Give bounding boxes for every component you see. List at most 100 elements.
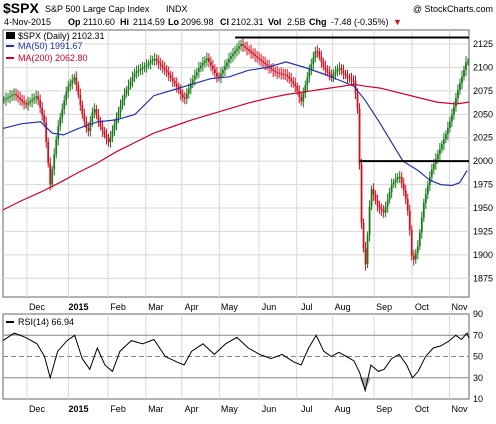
- candle-body: [55, 139, 58, 155]
- candle-body: [87, 127, 90, 131]
- chg-label: Chg: [309, 17, 327, 27]
- rsi-x-axis: Dec 2015 Feb Mar Apr May Jun Jul Aug Sep Oct Nov: [29, 404, 468, 414]
- candle-body: [316, 51, 319, 53]
- candle-body: [445, 134, 447, 140]
- legend-ma200: MA(200) 2062.80: [18, 53, 88, 63]
- candle-body: [27, 102, 30, 105]
- candle-body: [61, 108, 64, 118]
- candle-body: [402, 183, 405, 191]
- price-y-tick: 2050: [473, 109, 493, 119]
- price-x-tick: Mar: [148, 302, 164, 312]
- candle-body: [320, 56, 323, 62]
- exchange-label: INDX: [166, 4, 188, 14]
- candle-body: [49, 163, 52, 185]
- legend-price-swatch: [6, 32, 15, 39]
- candle-body: [75, 77, 78, 85]
- candle-body: [246, 47, 248, 50]
- candle-body: [218, 76, 220, 78]
- price-x-tick: Aug: [335, 302, 351, 312]
- candle-body: [25, 103, 27, 105]
- price-y-tick: 2025: [473, 133, 493, 143]
- price-y-tick: 2100: [473, 62, 493, 72]
- price-x-tick: Jul: [301, 302, 313, 312]
- candle-body: [89, 121, 92, 131]
- price-y-tick: 1925: [473, 226, 493, 236]
- price-x-tick: 2015: [68, 302, 88, 312]
- candle-body: [258, 57, 260, 60]
- candle-body: [388, 191, 391, 200]
- candle-body: [157, 61, 160, 64]
- candle-body: [53, 154, 56, 170]
- candle-body: [436, 154, 439, 160]
- candle-body: [29, 101, 32, 103]
- candle-body: [386, 199, 389, 207]
- candle-body: [324, 66, 327, 70]
- candle-body: [314, 51, 317, 58]
- candle-body: [181, 94, 184, 98]
- candle-body: [171, 77, 174, 81]
- candle-body: [286, 74, 289, 77]
- candle-body: [350, 78, 353, 81]
- rsi-x-tick: Dec: [29, 404, 46, 414]
- candle-body: [111, 130, 114, 137]
- candle-body: [222, 69, 224, 74]
- candle-body: [226, 62, 228, 67]
- candle-body: [113, 124, 116, 131]
- candle-body: [284, 74, 287, 76]
- candle-body: [356, 93, 359, 109]
- candle-body: [412, 255, 415, 260]
- candle-body: [179, 90, 182, 95]
- candle-body: [336, 69, 339, 72]
- candle-body: [147, 63, 150, 66]
- candle-body: [63, 100, 66, 109]
- chg-down-icon: ▼: [393, 17, 402, 27]
- candle-body: [161, 65, 164, 68]
- candle-body: [280, 73, 283, 75]
- candle-body: [187, 88, 190, 94]
- price-x-tick: Sep: [376, 302, 392, 312]
- candle-body: [416, 246, 419, 254]
- rsi-x-tick: Jun: [262, 404, 277, 414]
- candle-body: [59, 117, 62, 127]
- candle-body: [17, 95, 19, 98]
- price-y-axis: 1875 1900 1925 1950 1975 2000 2025 2050 2075 2100…: [473, 39, 493, 283]
- candle-body: [151, 59, 154, 62]
- candle-body: [33, 97, 36, 100]
- quote-date: 4-Nov-2015: [4, 17, 51, 27]
- candle-body: [398, 176, 401, 178]
- rsi-y-tick: 10: [473, 394, 483, 404]
- candle-body: [173, 80, 176, 84]
- candle-body: [21, 99, 23, 102]
- vol-value: 2.5B: [287, 17, 306, 27]
- candle-body: [252, 52, 254, 55]
- rsi-y-tick: 50: [473, 352, 483, 362]
- candle-body: [390, 184, 393, 192]
- chg-value: -7.48 (-0.35%): [331, 17, 389, 27]
- candle-body: [449, 121, 451, 128]
- candle-body: [332, 74, 335, 77]
- candle-body: [254, 54, 256, 56]
- candle-body: [438, 149, 441, 155]
- candle-body: [77, 84, 80, 95]
- candle-body: [81, 104, 84, 115]
- candle-body: [175, 83, 178, 87]
- candle-body: [463, 69, 465, 77]
- candle-body: [410, 229, 413, 256]
- candle-body: [205, 58, 208, 61]
- rsi-line-group: [2, 332, 470, 393]
- rsi-x-tick: Aug: [335, 404, 351, 414]
- candle-body: [107, 138, 110, 143]
- candle-body: [97, 114, 100, 121]
- candle-body: [230, 56, 232, 59]
- candle-body: [342, 70, 345, 74]
- candle-body: [216, 72, 218, 77]
- candle-body: [197, 68, 200, 72]
- candle-body: [459, 83, 461, 90]
- candle-body: [306, 77, 309, 86]
- candle-body: [69, 83, 72, 87]
- candle-body: [392, 182, 395, 185]
- candle-body: [159, 63, 162, 66]
- cl-value: 2102.31: [231, 17, 264, 27]
- candle-body: [250, 50, 252, 53]
- price-x-tick: Oct: [415, 302, 430, 312]
